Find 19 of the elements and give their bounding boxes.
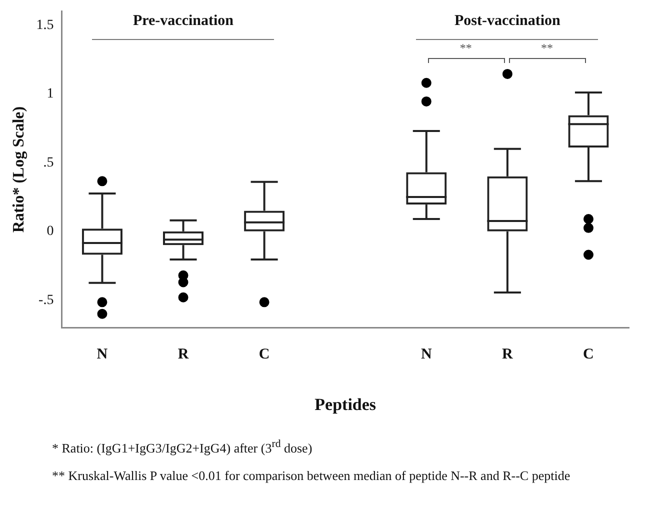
x-tick-label: N (420, 346, 432, 362)
text: ** Kruskal-Wallis P value <0.01 for comparison between median of peptide N--R and R--C peptide (52, 468, 570, 484)
y-tick-label: 1.5 (36, 18, 54, 33)
x-tick-label: N (96, 346, 108, 362)
x-tick-label: C (583, 346, 594, 362)
y-tick-label: .5 (43, 155, 54, 170)
annotation: ** (460, 41, 472, 56)
y-tick-label: 0 (46, 224, 54, 240)
x-tick-label: R (178, 346, 189, 362)
text: * Ratio: (IgG1+IgG3/IgG2+IgG4) after (3$^{rd}$ dose) (52, 438, 312, 456)
annotation: Post-vaccination (454, 13, 560, 30)
y-tick-label: 1 (46, 86, 54, 102)
x-tick-label: C (258, 346, 270, 362)
x-axis-title: Peptides (314, 395, 376, 414)
annotation: ** (540, 41, 553, 56)
y-tick-label: -.5 (38, 292, 54, 308)
y-axis-title: Ratio* (Log Scale) (10, 106, 28, 233)
annotation: Pre-vaccination (132, 13, 234, 30)
x-tick-label: R (502, 346, 514, 362)
